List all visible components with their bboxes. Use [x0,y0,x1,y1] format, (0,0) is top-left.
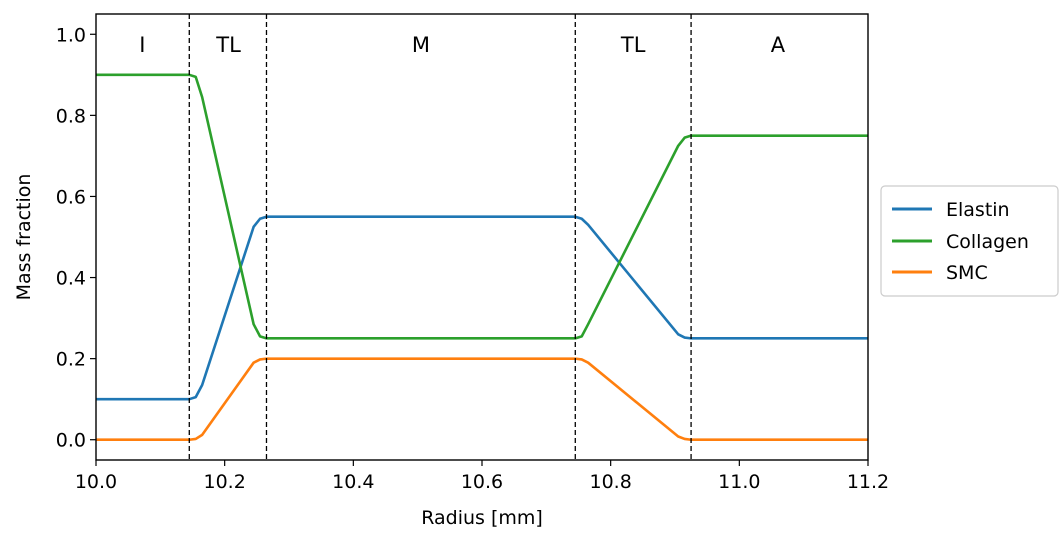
x-axis-label: Radius [mm] [421,507,543,529]
y-tick-label: 0.0 [56,430,86,452]
region-label-2: TL [215,33,241,57]
plot-frame [95,13,869,461]
legend-label-elastin: Elastin [946,199,1010,221]
x-tick-label: 10.8 [590,471,632,493]
series-line-collagen [96,73,868,340]
region-label-5: A [771,33,786,57]
x-tick-label: 11.0 [718,471,760,493]
y-tick-label: 0.4 [56,268,86,290]
y-tick-label: 1.0 [56,24,86,46]
x-tick-label: 10.6 [461,471,503,493]
region-label-3: M [412,33,430,57]
series-line-elastin [96,215,868,401]
x-tick-label: 11.2 [847,471,889,493]
y-tick-label: 0.6 [56,186,86,208]
legend-frame [880,185,1059,297]
region-label-1: I [139,33,145,57]
x-tick-label: 10.0 [75,471,117,493]
x-tick-label: 10.2 [204,471,246,493]
x-tick-label: 10.4 [332,471,374,493]
y-axis-label: Mass fraction [13,174,35,301]
legend-label-smc: SMC [946,262,988,284]
y-tick-label: 0.2 [56,349,86,371]
legend: Elastin Collagen SMC [880,185,1059,297]
series-line-smc [96,357,868,442]
y-tick-label: 0.8 [56,105,86,127]
region-label-4: TL [620,33,646,57]
legend-label-collagen: Collagen [946,231,1029,253]
